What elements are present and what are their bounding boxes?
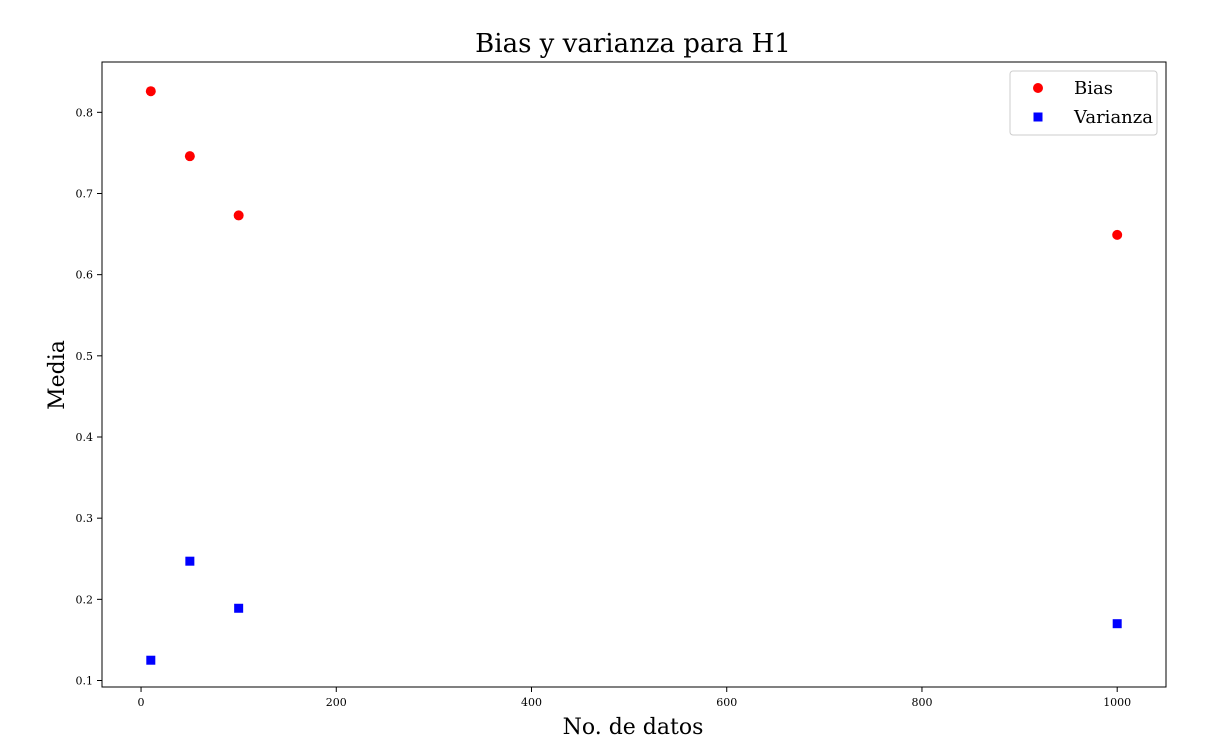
legend-marker-bias: [1033, 83, 1043, 93]
varianza-point: [234, 603, 244, 613]
varianza-point: [1112, 619, 1122, 629]
data-points: [145, 86, 1123, 665]
x-tick-label: 600: [716, 696, 737, 709]
x-tick-label: 400: [521, 696, 542, 709]
y-tick-label: 0.2: [76, 593, 94, 606]
bias-point: [145, 86, 156, 97]
varianza-point: [185, 556, 195, 566]
y-tick-label: 0.4: [76, 431, 94, 444]
plot-frame: [101, 61, 1167, 688]
y-tick-label: 0.3: [76, 512, 94, 525]
y-tick-label: 0.7: [76, 187, 94, 200]
x-tick-label: 200: [326, 696, 347, 709]
x-axis-label: No. de datos: [563, 715, 704, 740]
legend-marker-varianza: [1033, 112, 1043, 122]
legend-label-bias: Bias: [1074, 78, 1113, 99]
y-tick-label: 0.5: [76, 350, 94, 363]
y-axis-label: Media: [45, 340, 70, 410]
y-axis: 0.1 0.2 0.3 0.4 0.5 0.6 0.7 0.8: [76, 106, 102, 688]
y-tick-label: 0.6: [76, 269, 94, 282]
y-tick-label: 0.1: [76, 675, 94, 688]
bias-point: [1112, 229, 1123, 240]
bias-point: [233, 210, 244, 221]
y-tick-label: 0.8: [76, 106, 94, 119]
legend: Bias Varianza: [1009, 70, 1158, 136]
x-tick-label: 800: [911, 696, 932, 709]
x-axis: 0 200 400 600 800 1000: [138, 687, 1131, 709]
x-tick-label: 1000: [1103, 696, 1131, 709]
x-tick-label: 0: [138, 696, 145, 709]
bias-point: [184, 151, 195, 162]
plot-area: [101, 61, 1167, 688]
varianza-point: [146, 655, 156, 665]
legend-box: [1009, 70, 1158, 136]
chart-title: Bias y varianza para H1: [475, 29, 791, 59]
legend-label-varianza: Varianza: [1073, 107, 1153, 128]
